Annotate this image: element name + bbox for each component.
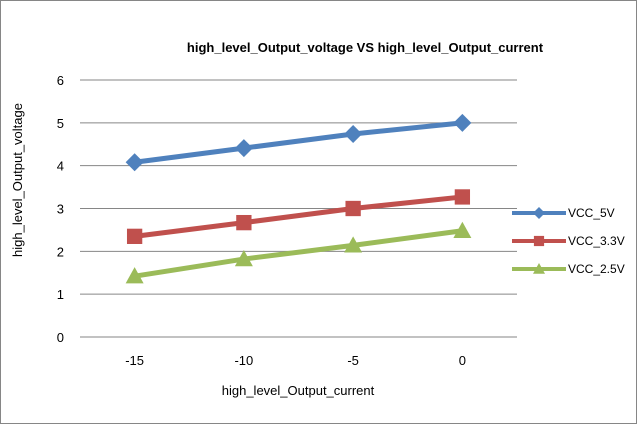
legend-item: VCC_2.5V [512, 262, 625, 276]
series-VCC_3.3V [126, 189, 471, 244]
data-point-triangle [533, 263, 545, 274]
legend-label: VCC_5V [568, 206, 615, 220]
x-tick-label: -15 [125, 353, 144, 368]
y-tick-label: 1 [57, 287, 64, 302]
x-axis-title: high_level_Output_current [222, 383, 375, 398]
data-point-diamond [453, 113, 472, 132]
legend-item: VCC_3.3V [512, 234, 625, 248]
legend-item: VCC_5V [512, 206, 615, 220]
y-tick-label: 0 [57, 330, 64, 345]
data-point-square [345, 200, 361, 217]
series-VCC_2.5V [125, 221, 472, 284]
data-point-square [126, 228, 143, 244]
x-tick-label: -5 [347, 353, 359, 368]
chart-title: high_level_Output_voltage VS high_level_… [187, 40, 544, 55]
data-point-triangle [453, 221, 472, 238]
y-tick-label: 3 [57, 202, 64, 217]
x-tick-label: 0 [459, 353, 466, 368]
series-line [134, 194, 463, 239]
legend-label: VCC_2.5V [568, 262, 625, 276]
x-tick-label: -10 [234, 353, 253, 368]
x-tick-labels: -15 -10 -5 0 [125, 353, 466, 368]
y-tick-label: 2 [57, 244, 64, 259]
y-tick-label: 5 [57, 116, 64, 131]
data-point-triangle [344, 236, 363, 253]
legend-label: VCC_3.3V [568, 234, 625, 248]
data-point-diamond [344, 124, 363, 143]
data-point-square [533, 235, 545, 247]
data-point-diamond [125, 153, 144, 172]
y-tick-label: 4 [57, 159, 64, 174]
data-point-triangle [234, 250, 253, 267]
series-line [134, 228, 463, 279]
data-point-square [236, 214, 252, 231]
data-point-diamond [234, 139, 253, 158]
data-point-triangle [125, 267, 144, 284]
data-point-diamond [533, 207, 545, 219]
gridlines [80, 79, 517, 338]
series-line [134, 120, 463, 165]
y-axis-title: high_level_Output_voltage [10, 103, 25, 257]
series-lines [125, 113, 472, 284]
y-tick-label: 6 [57, 73, 64, 88]
series-VCC_5V [125, 113, 472, 172]
legend: VCC_5V VCC_3.3V VCC_2.5V [512, 206, 625, 276]
y-tick-labels: 0 1 2 3 4 5 6 [57, 73, 64, 345]
data-point-square [454, 189, 471, 205]
